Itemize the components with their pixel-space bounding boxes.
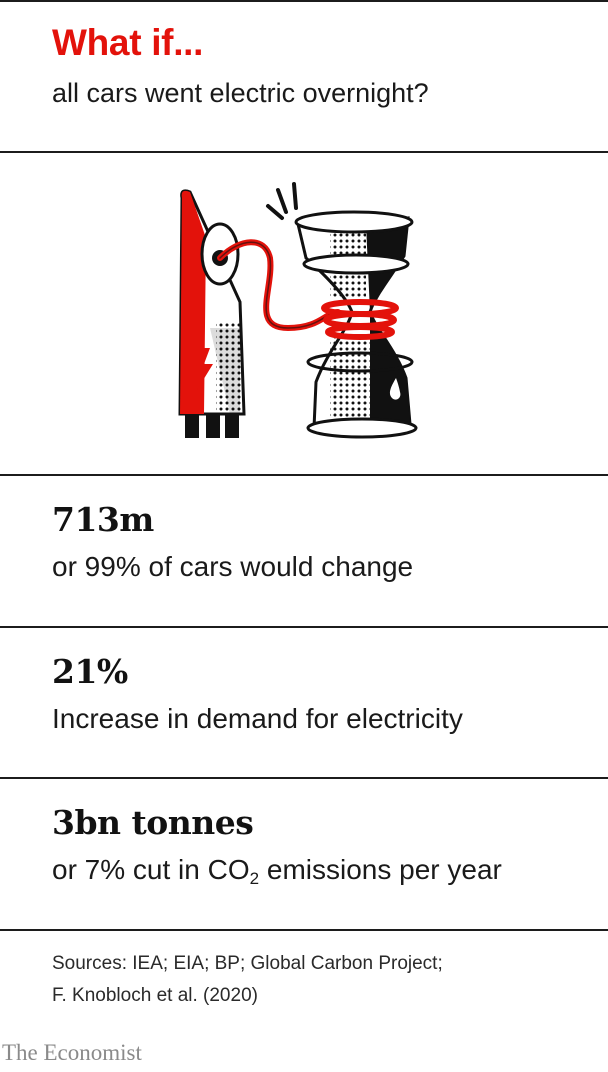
- top-rule: [0, 0, 608, 2]
- electric-charger-hourglass-icon: [178, 182, 418, 439]
- stat-caption-emissions-before: or 7% cut in CO: [52, 854, 250, 885]
- co2-subscript: 2: [249, 869, 260, 888]
- divider: [0, 474, 608, 476]
- stat-value-cars: 713m: [52, 500, 154, 539]
- divider: [0, 777, 608, 779]
- sources-note: Sources: IEA; EIA; BP; Global Carbon Pro…: [52, 948, 443, 1012]
- brand-logo: The Economist: [2, 1040, 142, 1065]
- stat-caption-electricity: Increase in demand for electricity: [52, 703, 463, 734]
- stat-caption-emissions-after: emissions per year: [259, 854, 502, 885]
- divider: [0, 151, 608, 153]
- stat-caption-emissions: or 7% cut in CO2 emissions per year: [52, 854, 502, 889]
- divider: [0, 929, 608, 931]
- sources-line-1: Sources: IEA; EIA; BP; Global Carbon Pro…: [52, 953, 443, 974]
- stat-caption-cars: or 99% of cars would change: [52, 551, 414, 582]
- stat-value-emissions: 3bn tonnes: [52, 803, 254, 842]
- page-title: What if...: [52, 22, 204, 63]
- sources-line-2: F. Knobloch et al. (2020): [52, 985, 258, 1006]
- divider: [0, 626, 608, 628]
- stat-value-electricity: 21%: [52, 652, 128, 691]
- page-subtitle: all cars went electric overnight?: [52, 78, 429, 108]
